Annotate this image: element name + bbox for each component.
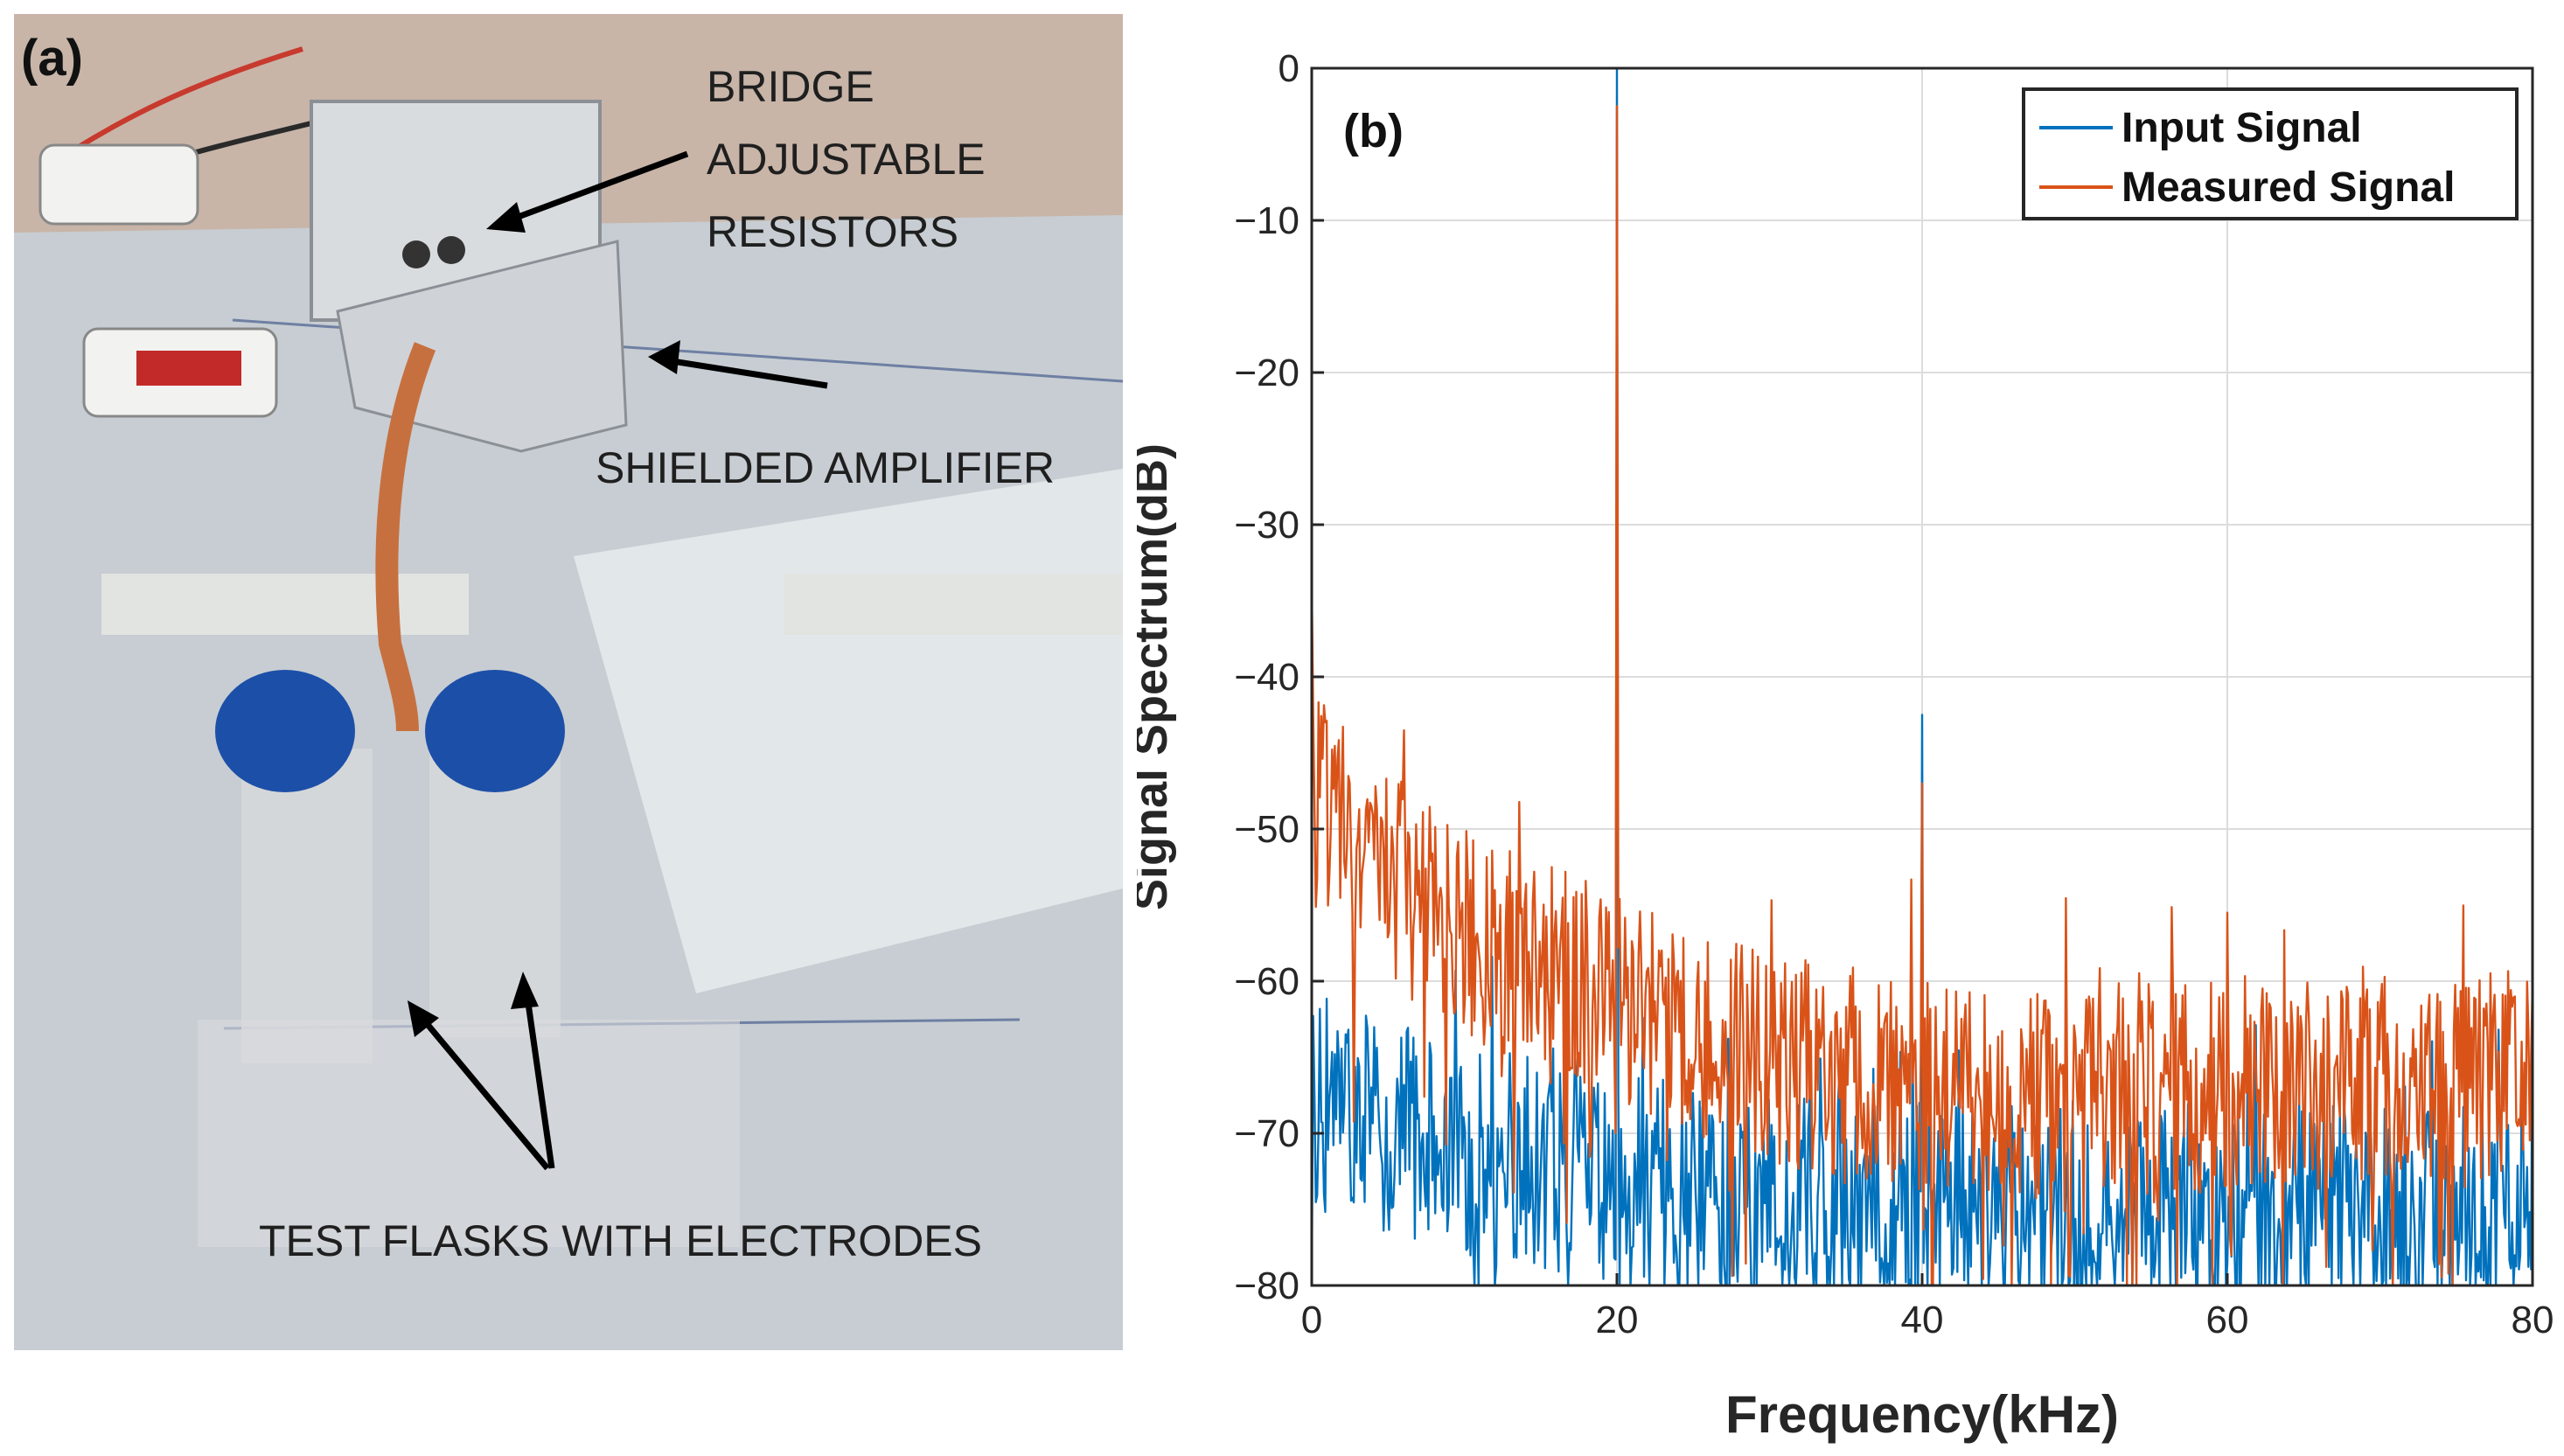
y-axis-label: Signal Spectrum(dB): [1137, 443, 1177, 910]
y-tick-label: −10: [1234, 199, 1299, 242]
y-tick-label: −70: [1234, 1112, 1299, 1155]
flask-cap: [215, 670, 355, 792]
battery-label: [136, 351, 241, 386]
series: [1310, 66, 2534, 1287]
annotation-bridge-line: BRIDGE: [707, 62, 874, 111]
x-tick-label: 80: [2512, 1299, 2554, 1341]
arrow-to-flask: [414, 1008, 550, 1171]
y-tick-label: −60: [1234, 960, 1299, 1003]
setup-photo: (a) BRIDGE ADJUSTABLE RESISTORS SHIELDED…: [14, 14, 1123, 1350]
y-tick-label: −20: [1234, 352, 1299, 394]
y-tick-label: −50: [1234, 808, 1299, 851]
arrow-head: [648, 340, 680, 374]
y-tick-label: −40: [1234, 656, 1299, 699]
annotation-bridge-line: RESISTORS: [707, 207, 958, 256]
y-tick-label: −30: [1234, 504, 1299, 547]
x-tick-label: 40: [1901, 1299, 1944, 1341]
x-axis-label: Frequency(kHz): [1725, 1385, 2119, 1444]
arrow-head: [511, 972, 539, 1009]
arrow-to-amplifier: [660, 356, 828, 389]
x-tick-label: 0: [1301, 1299, 1322, 1341]
spectrum-chart: 0 20 40 60 80 0 −10 −20 −30 −40 −50 −60 −70 −80 (b) F…: [1137, 47, 2554, 1444]
flask: [241, 749, 373, 1063]
annotation-bridge: BRIDGE ADJUSTABLE RESISTORS: [486, 62, 986, 256]
flask-cap: [425, 670, 565, 792]
flask: [429, 749, 561, 1037]
legend-label-input: Input Signal: [2122, 105, 2362, 151]
y-tick-label: −80: [1234, 1264, 1299, 1307]
shielded-cable: [375, 342, 436, 732]
series-line-input-signal: [1310, 66, 2534, 1287]
x-tick-label: 20: [1596, 1299, 1639, 1341]
axes: 0 20 40 60 80 0 −10 −20 −30 −40 −50 −60 −70 −80: [1234, 47, 2554, 1341]
legend-box: [2022, 87, 2519, 220]
arrow-head: [486, 202, 526, 233]
tape-strip: [101, 574, 469, 635]
arrow-to-flask: [522, 984, 555, 1169]
annotation-flasks: TEST FLASKS WITH ELECTRODES: [259, 972, 982, 1265]
battery: [38, 143, 199, 226]
x-tick-label: 60: [2206, 1299, 2249, 1341]
arrow-head: [408, 1000, 439, 1037]
arrow-to-bridge: [498, 150, 689, 227]
tape-strip: [198, 1020, 740, 1247]
legend: Input Signal Measured Signal: [2022, 87, 2519, 220]
y-tick-label: 0: [1279, 47, 1299, 90]
panel-b-label: (b): [1343, 105, 1404, 157]
resistor-knob: [437, 236, 465, 264]
tape-strip: [784, 574, 1123, 635]
panel-a-label: (a): [21, 30, 83, 87]
annotation-amplifier: SHIELDED AMPLIFIER: [596, 340, 1055, 492]
annotation-flasks-line: TEST FLASKS WITH ELECTRODES: [259, 1216, 982, 1265]
legend-label-measured: Measured Signal: [2122, 164, 2455, 211]
annotation-bridge-line: ADJUSTABLE: [707, 135, 986, 184]
series-line-measured-signal: [1310, 105, 2534, 1287]
resistor-knob: [402, 240, 430, 268]
annotation-amplifier-line: SHIELDED AMPLIFIER: [596, 443, 1055, 492]
